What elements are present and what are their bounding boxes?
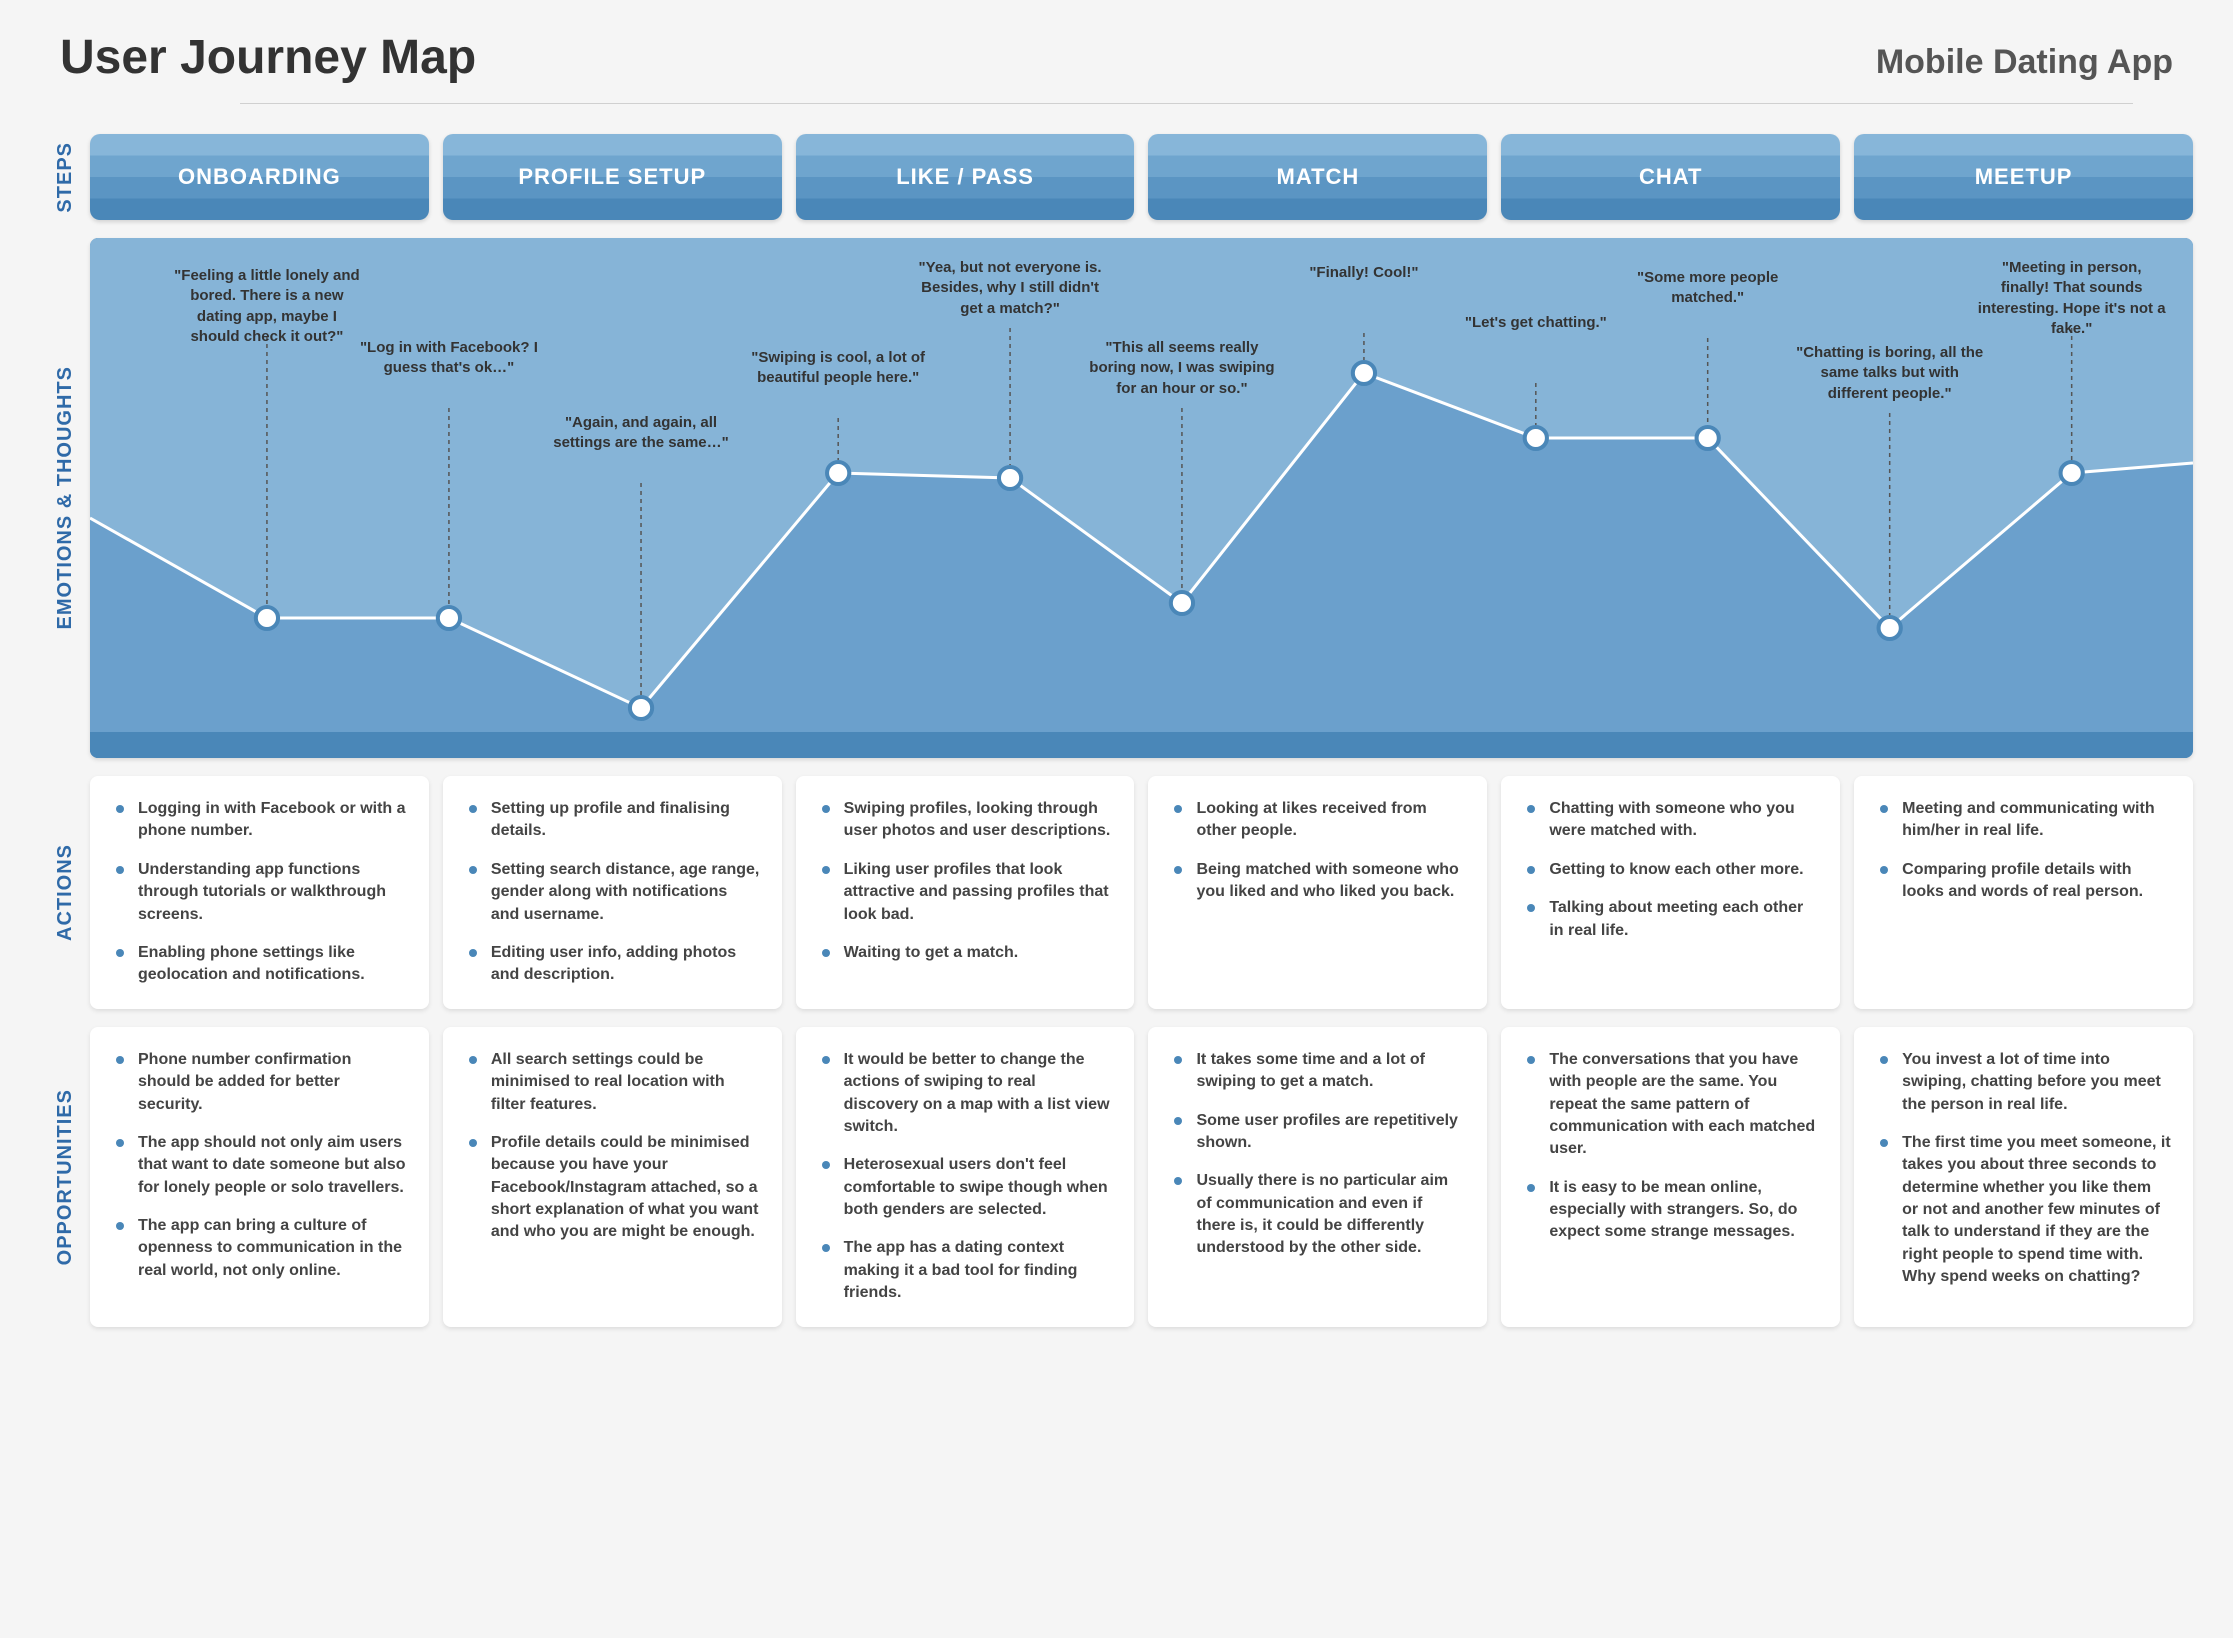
emotion-quote-2: "Log in with Facebook? I guess that's ok… [354, 338, 544, 379]
emotion-quote-7: "Finally! Cool!" [1269, 263, 1459, 283]
opportunity-card-0: Phone number confirmation should be adde… [90, 1027, 429, 1327]
header-divider [240, 103, 2133, 104]
opportunity-item: All search settings could be minimised t… [469, 1049, 760, 1116]
action-item: Meeting and communicating with him/her i… [1880, 798, 2171, 843]
step-box-4: CHAT [1501, 134, 1840, 220]
opportunity-list: All search settings could be minimised t… [469, 1049, 760, 1244]
step-box-3: MATCH [1148, 134, 1487, 220]
opportunity-item: The first time you meet someone, it take… [1880, 1132, 2171, 1289]
emotion-quote-5: "Yea, but not everyone is. Besides, why … [915, 258, 1105, 319]
opportunity-item: Profile details could be minimised becau… [469, 1132, 760, 1244]
action-item: Talking about meeting each other in real… [1527, 897, 1818, 942]
opportunities-label: OPPORTUNITIES [40, 1027, 90, 1327]
emotions-row: EMOTIONS & THOUGHTS "Feeling a little lo… [40, 238, 2193, 758]
action-item: Getting to know each other more. [1527, 859, 1818, 881]
page-title: User Journey Map [60, 30, 476, 85]
opportunity-item: It would be better to change the actions… [822, 1049, 1113, 1139]
steps-row: STEPS ONBOARDING PROFILE SETUP LIKE / PASS… [40, 134, 2193, 220]
emotions-chart: "Feeling a little lonely and bored. Ther… [90, 238, 2193, 758]
actions-row: ACTIONS Logging in with Facebook or with… [40, 776, 2193, 1009]
steps-label: STEPS [40, 134, 90, 220]
opportunity-item: The conversations that you have with peo… [1527, 1049, 1818, 1161]
step-box-1: PROFILE SETUP [443, 134, 782, 220]
opportunity-card-1: All search settings could be minimised t… [443, 1027, 782, 1327]
step-label: CHAT [1639, 164, 1702, 190]
emotion-quote-4: "Swiping is cool, a lot of beautiful peo… [743, 348, 933, 389]
step-label: MATCH [1277, 164, 1360, 190]
step-box-2: LIKE / PASS [796, 134, 1135, 220]
action-card-4: Chatting with someone who you were match… [1501, 776, 1840, 1009]
opportunity-list: It would be better to change the actions… [822, 1049, 1113, 1305]
opportunity-item: Some user profiles are repetitively show… [1174, 1110, 1465, 1155]
action-list: Chatting with someone who you were match… [1527, 798, 1818, 942]
action-item: Understanding app functions through tuto… [116, 859, 407, 926]
action-item: Enabling phone settings like geolocation… [116, 942, 407, 987]
page-subtitle: Mobile Dating App [1876, 43, 2173, 82]
step-box-0: ONBOARDING [90, 134, 429, 220]
action-card-1: Setting up profile and finalising detail… [443, 776, 782, 1009]
action-card-5: Meeting and communicating with him/her i… [1854, 776, 2193, 1009]
action-item: Liking user profiles that look attractiv… [822, 859, 1113, 926]
actions-content: Logging in with Facebook or with a phone… [90, 776, 2193, 1009]
action-item: Logging in with Facebook or with a phone… [116, 798, 407, 843]
action-item: Comparing profile details with looks and… [1880, 859, 2171, 904]
step-label: ONBOARDING [178, 164, 341, 190]
opportunity-item: The app can bring a culture of openness … [116, 1215, 407, 1282]
action-item: Editing user info, adding photos and des… [469, 942, 760, 987]
action-item: Waiting to get a match. [822, 942, 1113, 964]
header: User Journey Map Mobile Dating App [40, 30, 2193, 95]
emotion-quote-6: "This all seems really boring now, I was… [1087, 338, 1277, 399]
emotion-quote-3: "Again, and again, all settings are the … [546, 413, 736, 454]
action-list: Looking at likes received from other peo… [1174, 798, 1465, 904]
action-card-0: Logging in with Facebook or with a phone… [90, 776, 429, 1009]
opportunity-item: It takes some time and a lot of swiping … [1174, 1049, 1465, 1094]
steps-content: ONBOARDING PROFILE SETUP LIKE / PASS MATCH C… [90, 134, 2193, 220]
opportunities-row: OPPORTUNITIES Phone number confirmation … [40, 1027, 2193, 1327]
action-item: Setting search distance, age range, gend… [469, 859, 760, 926]
opportunity-item: It is easy to be mean online, especially… [1527, 1177, 1818, 1244]
action-list: Meeting and communicating with him/her i… [1880, 798, 2171, 904]
action-item: Looking at likes received from other peo… [1174, 798, 1465, 843]
step-label: LIKE / PASS [896, 164, 1034, 190]
opportunity-item: Phone number confirmation should be adde… [116, 1049, 407, 1116]
action-item: Setting up profile and finalising detail… [469, 798, 760, 843]
opportunity-list: The conversations that you have with peo… [1527, 1049, 1818, 1244]
opportunity-list: You invest a lot of time into swiping, c… [1880, 1049, 2171, 1289]
emotion-quote-9: "Some more people matched." [1613, 268, 1803, 309]
opportunity-card-4: The conversations that you have with peo… [1501, 1027, 1840, 1327]
action-item: Swiping profiles, looking through user p… [822, 798, 1113, 843]
action-card-3: Looking at likes received from other peo… [1148, 776, 1487, 1009]
step-label: MEETUP [1975, 164, 2073, 190]
action-list: Swiping profiles, looking through user p… [822, 798, 1113, 964]
emotions-label: EMOTIONS & THOUGHTS [40, 238, 90, 758]
action-item: Being matched with someone who you liked… [1174, 859, 1465, 904]
opportunity-card-5: You invest a lot of time into swiping, c… [1854, 1027, 2193, 1327]
emotions-content: "Feeling a little lonely and bored. Ther… [90, 238, 2193, 758]
actions-label: ACTIONS [40, 776, 90, 1009]
opportunity-item: Heterosexual users don't feel comfortabl… [822, 1154, 1113, 1221]
action-card-2: Swiping profiles, looking through user p… [796, 776, 1135, 1009]
action-item: Chatting with someone who you were match… [1527, 798, 1818, 843]
action-list: Logging in with Facebook or with a phone… [116, 798, 407, 987]
opportunity-item: Usually there is no particular aim of co… [1174, 1170, 1465, 1260]
step-box-5: MEETUP [1854, 134, 2193, 220]
step-label: PROFILE SETUP [518, 164, 706, 190]
emotion-quote-1: "Feeling a little lonely and bored. Ther… [172, 266, 362, 347]
opportunity-item: The app has a dating context making it a… [822, 1237, 1113, 1304]
opportunity-list: It takes some time and a lot of swiping … [1174, 1049, 1465, 1260]
opportunity-item: The app should not only aim users that w… [116, 1132, 407, 1199]
action-list: Setting up profile and finalising detail… [469, 798, 760, 987]
emotion-quote-8: "Let's get chatting." [1441, 313, 1631, 333]
opportunity-item: You invest a lot of time into swiping, c… [1880, 1049, 2171, 1116]
emotion-quote-10: "Chatting is boring, all the same talks … [1795, 343, 1985, 404]
opportunity-list: Phone number confirmation should be adde… [116, 1049, 407, 1283]
opportunity-card-3: It takes some time and a lot of swiping … [1148, 1027, 1487, 1327]
opportunity-card-2: It would be better to change the actions… [796, 1027, 1135, 1327]
opportunities-content: Phone number confirmation should be adde… [90, 1027, 2193, 1327]
emotion-quote-11: "Meeting in person, finally! That sounds… [1977, 258, 2167, 339]
